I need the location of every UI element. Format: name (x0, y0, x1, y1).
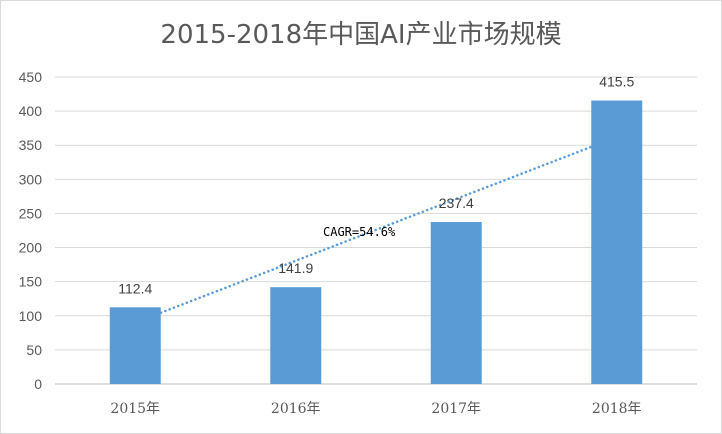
data-labels: 112.4 141.9 237.4 415.5 (118, 74, 634, 297)
bar (270, 287, 322, 384)
x-axis-categories: 2015年 2016年 2017年 2018年 (110, 401, 641, 417)
gridlines (55, 76, 697, 385)
bar (430, 222, 482, 384)
y-tick-label: 350 (19, 137, 43, 153)
bar (591, 100, 643, 384)
y-tick-label: 100 (19, 308, 43, 324)
y-tick-label: 200 (19, 240, 43, 256)
data-label: 112.4 (118, 280, 152, 296)
category-label: 2015年 (110, 401, 160, 417)
category-label: 2018年 (592, 401, 642, 417)
category-label: 2016年 (271, 401, 321, 417)
y-tick-label: 0 (34, 376, 42, 392)
y-tick-label: 400 (19, 103, 43, 119)
bar (109, 307, 161, 384)
trendline (134, 135, 618, 324)
data-label: 141.9 (278, 260, 313, 276)
data-label: 237.4 (439, 195, 474, 211)
category-label: 2017年 (431, 401, 481, 417)
y-tick-label: 150 (19, 274, 43, 290)
data-label: 415.5 (599, 74, 634, 90)
y-tick-label: 250 (19, 205, 43, 221)
y-tick-label: 300 (19, 171, 43, 187)
trendline-line (134, 135, 618, 324)
chart-title: 2015-2018年中国AI产业市场规模 (160, 20, 562, 50)
bars (109, 100, 643, 384)
cagr-annotation: CAGR=54.6% (323, 225, 396, 239)
y-tick-label: 450 (19, 69, 43, 85)
y-axis-ticks: 0 50 100 150 200 250 300 350 400 450 (19, 69, 43, 392)
y-tick-label: 50 (26, 342, 42, 358)
